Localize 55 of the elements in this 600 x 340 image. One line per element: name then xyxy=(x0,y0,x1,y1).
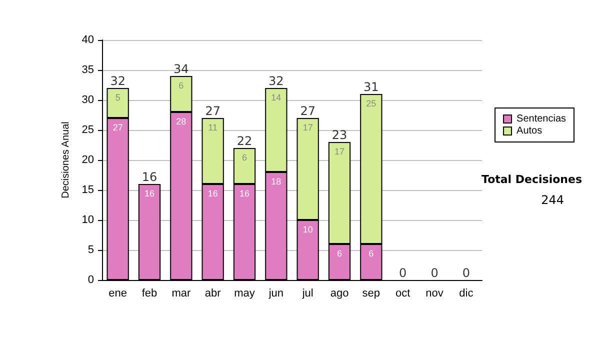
data-label: 18 xyxy=(271,176,282,186)
total-label: 27 xyxy=(205,104,220,118)
total-label: 23 xyxy=(332,128,348,142)
data-label: 27 xyxy=(112,122,123,132)
total-label: 32 xyxy=(110,74,126,88)
total-label: 31 xyxy=(364,80,379,94)
total-label: 22 xyxy=(236,134,252,148)
y-tick-label: 40 xyxy=(82,34,94,46)
data-label: 16 xyxy=(239,188,250,198)
x-tick-label: oct xyxy=(395,288,410,300)
data-label: 6 xyxy=(368,248,374,258)
x-tick-label: jul xyxy=(301,288,314,300)
total-label: 0 xyxy=(399,266,407,280)
data-label: 28 xyxy=(176,116,186,126)
x-tick-label: jun xyxy=(268,288,284,300)
y-tick-label: 15 xyxy=(82,184,94,196)
legend-label: Sentencias xyxy=(516,114,566,124)
legend-label: Autos xyxy=(516,126,542,136)
data-label: 6 xyxy=(336,248,342,258)
y-tick-label: 20 xyxy=(82,154,94,166)
total-label: 34 xyxy=(174,62,189,76)
data-label: 11 xyxy=(208,122,218,132)
data-label: 17 xyxy=(334,146,345,156)
data-label: 17 xyxy=(302,122,313,132)
annotation: Total Decisiones xyxy=(482,173,582,186)
total-label: 16 xyxy=(142,170,158,184)
y-tick-label: 25 xyxy=(82,124,94,136)
x-tick-label: mar xyxy=(172,288,191,300)
data-label: 5 xyxy=(115,92,120,102)
data-label: 16 xyxy=(144,188,155,198)
x-tick-label: abr xyxy=(204,288,222,300)
y-tick-label: 10 xyxy=(82,214,94,226)
data-label: 25 xyxy=(366,98,376,108)
data-label: 6 xyxy=(242,152,248,162)
y-tick-label: 0 xyxy=(88,274,94,286)
data-label: 6 xyxy=(178,80,184,90)
x-tick-label: nov xyxy=(426,288,444,300)
x-tick-label: ago xyxy=(330,288,349,300)
x-tick-label: sep xyxy=(362,288,380,300)
x-tick-label: may xyxy=(234,288,256,300)
x-tick-label: feb xyxy=(142,288,158,300)
total-label: 27 xyxy=(300,104,316,118)
data-label: 16 xyxy=(208,188,218,198)
y-axis-title: Decisiones Anual xyxy=(60,122,72,198)
total-label: 0 xyxy=(462,266,470,280)
data-label: 14 xyxy=(271,92,282,102)
total-label: 32 xyxy=(268,74,284,88)
y-tick-label: 35 xyxy=(82,64,94,76)
y-tick-label: 30 xyxy=(82,94,94,106)
x-tick-label: dic xyxy=(459,288,474,300)
y-tick-label: 5 xyxy=(88,244,94,256)
text: 244 xyxy=(541,193,564,207)
total-label: 0 xyxy=(430,266,438,280)
data-label: 10 xyxy=(302,224,313,234)
x-tick-label: ene xyxy=(108,288,128,300)
